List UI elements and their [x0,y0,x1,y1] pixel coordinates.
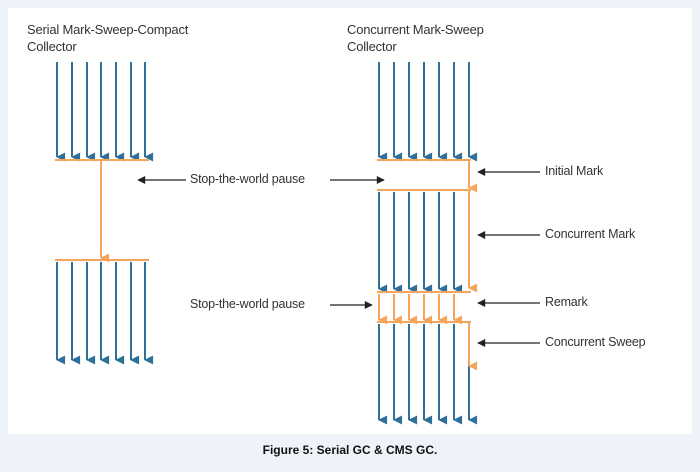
cms-app-threads-top [378,62,478,162]
cms-app-threads-middle [378,192,463,294]
serial-app-threads-top [56,62,154,162]
gc-diagram [55,62,540,425]
cms-pause-label: Stop-the-world pause [190,297,305,311]
concurrent-mark-label: Concurrent Mark [545,227,636,241]
initial-mark-label: Initial Mark [545,164,604,178]
serial-pause-label: Stop-the-world pause [190,172,305,186]
serial-app-threads-bottom [56,262,154,365]
concurrent-sweep-label: Concurrent Sweep [545,335,646,349]
serial-collector-title: Serial Mark-Sweep-Compact Collector [27,22,189,54]
cms-remark-gc-threads [378,294,463,325]
cms-app-threads-bottom [378,324,478,425]
remark-label: Remark [545,295,588,309]
cms-collector-title: Concurrent Mark-Sweep Collector [347,22,484,54]
figure-caption: Figure 5: Serial GC & CMS GC. [262,443,438,457]
